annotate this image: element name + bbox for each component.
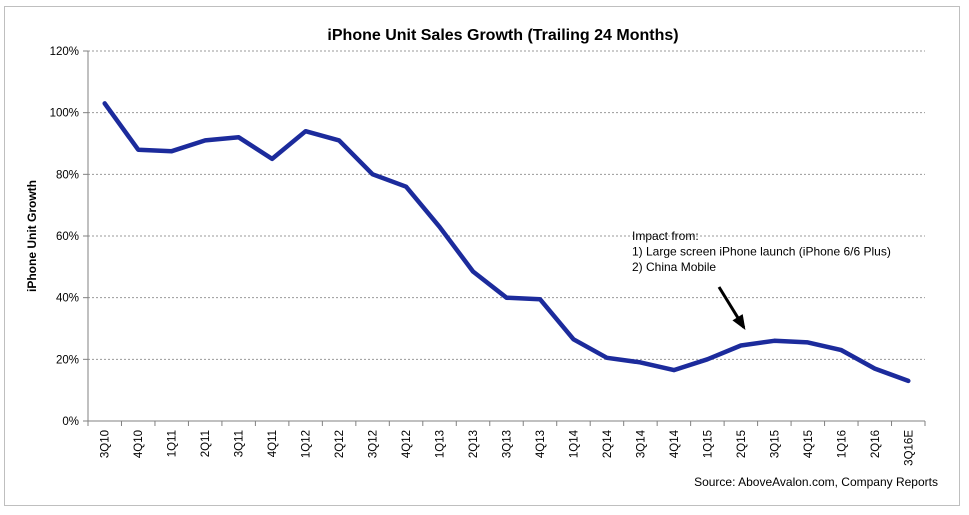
data-point — [170, 149, 174, 153]
x-tick-label: 4Q15 — [803, 430, 815, 458]
data-point — [404, 185, 408, 189]
x-tick-label: 3Q13 — [502, 430, 514, 458]
annotation: Impact from: 1) Large screen iPhone launc… — [632, 229, 891, 331]
x-tick-label: 3Q15 — [769, 430, 781, 458]
axes — [87, 51, 925, 422]
x-tick-label: 2Q13 — [468, 430, 480, 458]
y-tick-label: 40% — [56, 293, 79, 305]
x-tick-label: 2Q14 — [602, 429, 614, 458]
x-tick-label: 1Q13 — [435, 430, 447, 458]
data-point — [270, 157, 274, 161]
chart-frame — [4, 6, 960, 506]
series-line — [102, 101, 911, 384]
y-axis-label: iPhone Unit Growth — [25, 180, 39, 292]
x-tick-label: 3Q10 — [100, 430, 112, 458]
x-tick-label: 3Q14 — [635, 429, 647, 458]
data-point — [304, 129, 308, 133]
data-point — [203, 138, 207, 142]
x-tick-label: 4Q10 — [133, 430, 145, 458]
x-tick-label: 3Q16E — [903, 430, 915, 466]
x-tick-label: 1Q16 — [836, 430, 848, 458]
x-tick-label: 4Q12 — [401, 430, 413, 458]
data-point — [237, 135, 241, 139]
data-point — [672, 368, 676, 372]
data-point — [705, 357, 709, 361]
annotation-line: 2) China Mobile — [632, 260, 716, 274]
data-point — [337, 138, 341, 142]
data-point — [605, 356, 609, 360]
data-point — [103, 101, 107, 105]
data-point — [839, 348, 843, 352]
x-tick-label: 2Q12 — [334, 430, 346, 458]
x-tick-label: 1Q15 — [702, 430, 714, 458]
data-point — [471, 269, 475, 273]
x-tick-label: 1Q12 — [301, 430, 313, 458]
annotation-line: Impact from: — [632, 229, 699, 243]
x-axis-ticks: 3Q10 4Q10 1Q11 2Q11 3Q11 4Q11 1Q12 2Q12 3Q12 4Q12… — [87, 421, 926, 466]
x-tick-label: 2Q11 — [200, 430, 212, 457]
data-point — [438, 225, 442, 229]
y-tick-label: 80% — [56, 169, 79, 181]
data-point — [873, 367, 877, 371]
chart-title: iPhone Unit Sales Growth (Trailing 24 Mo… — [327, 27, 678, 44]
data-point — [638, 360, 642, 364]
x-tick-label: 4Q11 — [267, 430, 279, 457]
data-point — [538, 297, 542, 301]
x-tick-label: 1Q11 — [167, 430, 179, 457]
x-tick-label: 3Q12 — [368, 430, 380, 458]
source-note: Source: AboveAvalon.com, Company Reports — [694, 475, 938, 489]
annotation-arrow-head — [732, 314, 746, 331]
x-tick-label: 3Q11 — [234, 430, 246, 457]
x-tick-label: 2Q16 — [870, 430, 882, 458]
x-tick-label: 2Q15 — [736, 430, 748, 458]
y-tick-label: 20% — [56, 354, 79, 366]
data-point — [772, 339, 776, 343]
data-point — [906, 379, 910, 383]
y-tick-label: 100% — [50, 108, 79, 120]
gridlines — [88, 50, 925, 360]
x-tick-label: 1Q14 — [568, 429, 580, 458]
y-tick-label: 120% — [50, 46, 79, 58]
data-point — [505, 296, 509, 300]
y-tick-label: 0% — [62, 416, 79, 428]
data-point — [571, 337, 575, 341]
x-tick-label: 4Q14 — [669, 429, 681, 458]
annotation-line: 1) Large screen iPhone launch (iPhone 6/… — [632, 245, 891, 259]
data-point — [806, 340, 810, 344]
data-point — [739, 343, 743, 347]
data-point — [371, 172, 375, 176]
data-point — [136, 148, 140, 152]
y-tick-label: 60% — [56, 231, 79, 243]
series-group — [102, 101, 911, 384]
y-axis-ticks: 0% 20% 40% 60% 80% 100% 120% — [50, 46, 88, 428]
x-tick-label: 4Q13 — [535, 430, 547, 458]
